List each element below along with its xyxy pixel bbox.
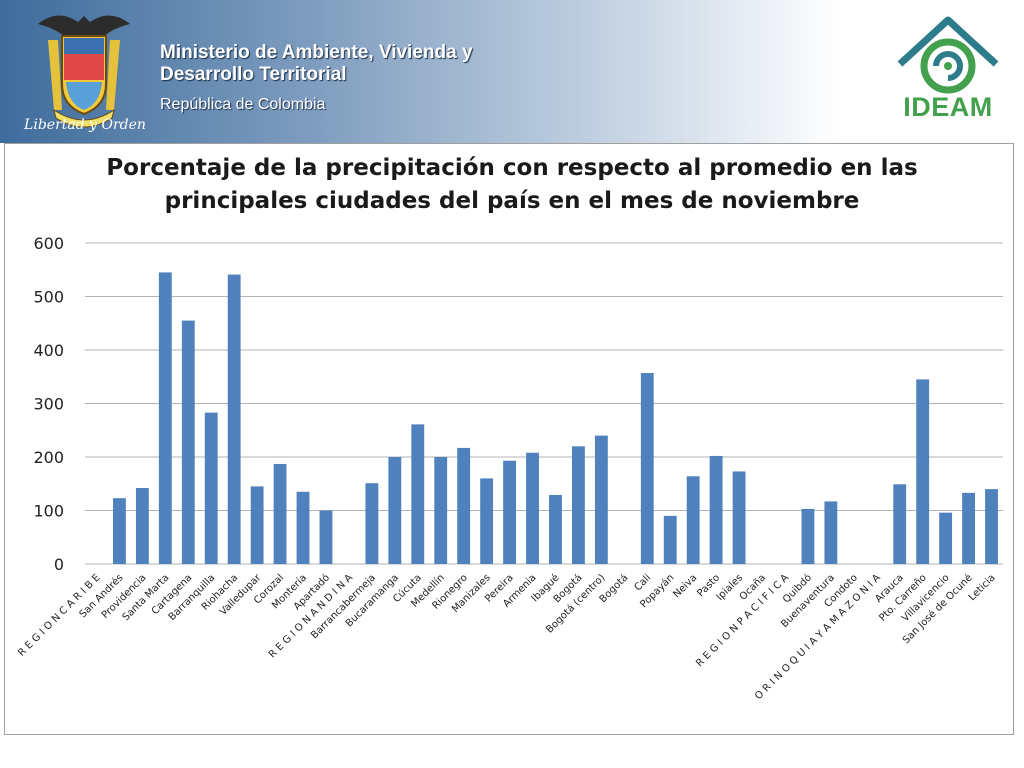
bar xyxy=(135,488,149,564)
bar xyxy=(640,373,654,564)
bar xyxy=(549,494,562,564)
bar xyxy=(916,379,930,564)
bar xyxy=(893,484,907,564)
bar xyxy=(801,508,815,564)
bar xyxy=(273,463,287,564)
bar xyxy=(571,446,585,564)
y-tick-label: 300 xyxy=(33,395,64,414)
bar xyxy=(204,412,218,564)
bar xyxy=(985,489,998,564)
y-tick-label: 400 xyxy=(33,341,64,360)
chart-title-line2: principales ciudades del país en el mes … xyxy=(164,188,860,214)
bar xyxy=(158,272,172,564)
bar xyxy=(709,455,723,564)
bar xyxy=(526,452,539,564)
x-tick-label: Neiva xyxy=(671,572,699,600)
bar xyxy=(480,478,494,564)
header-banner: Libertad y Orden Ministerio de Ambiente,… xyxy=(0,0,1024,143)
bar xyxy=(939,512,953,564)
bar xyxy=(434,457,448,564)
ideam-logo-text: IDEAM xyxy=(903,92,993,122)
bar xyxy=(112,498,126,564)
y-tick-label: 500 xyxy=(33,288,64,307)
chart-frame xyxy=(4,143,1014,735)
bar xyxy=(457,447,471,564)
republic-label: República de Colombia xyxy=(160,96,326,113)
bar xyxy=(962,492,976,564)
ministry-name-line2: Desarrollo Territorial xyxy=(160,64,347,85)
y-tick-label: 100 xyxy=(33,502,64,521)
bar xyxy=(250,486,264,564)
bar xyxy=(663,515,677,564)
bar xyxy=(824,501,838,564)
bar xyxy=(411,424,425,564)
y-tick-label: 0 xyxy=(54,555,64,574)
bar xyxy=(227,274,241,564)
chart-title-line1: Porcentaje de la precipitación con respe… xyxy=(106,155,918,181)
seal-caption: Libertad y Orden xyxy=(24,117,146,133)
bar xyxy=(503,460,517,564)
bar xyxy=(594,435,608,564)
y-tick-label: 200 xyxy=(33,448,64,467)
bar xyxy=(319,510,333,564)
bar xyxy=(181,320,195,564)
bar xyxy=(296,491,310,564)
bar xyxy=(365,483,379,564)
ministry-name-line1: Ministerio de Ambiente, Vivienda y xyxy=(160,42,473,63)
bar xyxy=(686,476,700,564)
ideam-logo-icon xyxy=(897,16,999,94)
bar xyxy=(388,457,402,564)
coat-of-arms-icon xyxy=(38,15,130,128)
bar xyxy=(732,471,746,564)
y-tick-label: 600 xyxy=(33,234,64,253)
chart-title: Porcentaje de la precipitación con respe… xyxy=(80,152,944,218)
